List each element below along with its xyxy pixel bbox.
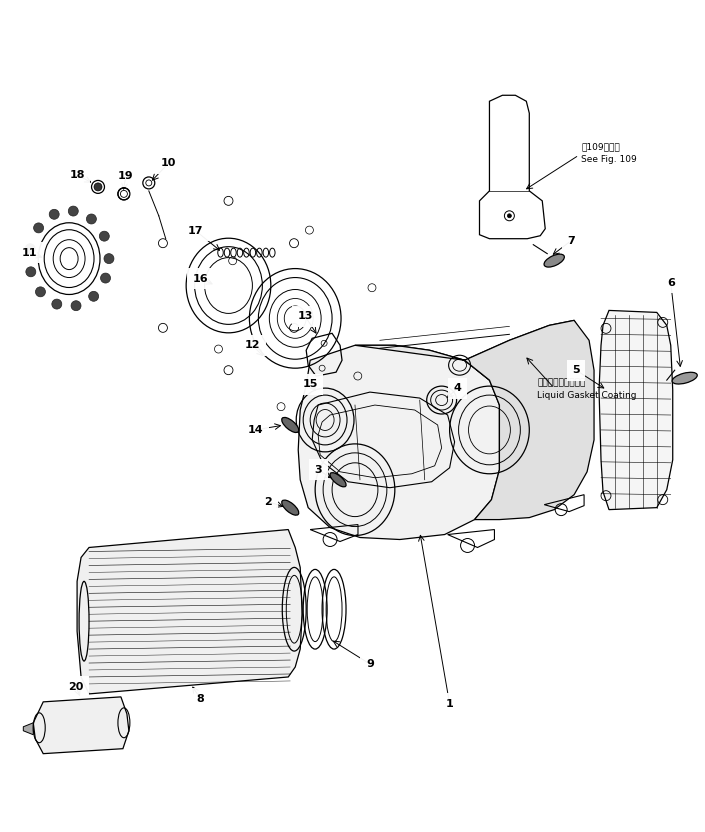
Polygon shape bbox=[77, 529, 302, 694]
Text: 2: 2 bbox=[264, 497, 272, 507]
Text: 14: 14 bbox=[247, 425, 263, 435]
Text: 9: 9 bbox=[366, 659, 374, 669]
Circle shape bbox=[94, 183, 102, 191]
Circle shape bbox=[508, 214, 511, 218]
Text: 10: 10 bbox=[161, 158, 176, 168]
Text: 11: 11 bbox=[22, 248, 37, 258]
Text: 15: 15 bbox=[302, 379, 318, 389]
Circle shape bbox=[101, 273, 111, 283]
Circle shape bbox=[35, 287, 45, 297]
Circle shape bbox=[87, 214, 97, 224]
Text: See Fig. 109: See Fig. 109 bbox=[581, 155, 637, 164]
Text: 第109図参照: 第109図参照 bbox=[581, 142, 620, 151]
Circle shape bbox=[104, 254, 114, 264]
Text: 5: 5 bbox=[572, 365, 580, 375]
Text: 6: 6 bbox=[667, 278, 675, 288]
Text: 20: 20 bbox=[68, 682, 84, 692]
Circle shape bbox=[34, 223, 44, 233]
Text: 1: 1 bbox=[446, 699, 453, 709]
Text: 16: 16 bbox=[192, 274, 209, 284]
Circle shape bbox=[68, 206, 78, 216]
Text: 液状ガスケット塗布: 液状ガスケット塗布 bbox=[537, 378, 586, 387]
Text: 13: 13 bbox=[298, 311, 313, 321]
Text: 8: 8 bbox=[197, 694, 204, 704]
Text: 3: 3 bbox=[314, 465, 322, 475]
Circle shape bbox=[89, 291, 99, 301]
Polygon shape bbox=[23, 723, 33, 735]
Circle shape bbox=[25, 244, 35, 254]
Text: 18: 18 bbox=[69, 170, 85, 180]
Polygon shape bbox=[355, 320, 579, 380]
Text: 17: 17 bbox=[188, 225, 203, 235]
Polygon shape bbox=[33, 697, 129, 754]
Polygon shape bbox=[599, 310, 673, 510]
Ellipse shape bbox=[544, 254, 565, 267]
Circle shape bbox=[71, 300, 81, 310]
Circle shape bbox=[99, 231, 109, 241]
Text: Liquid Gasket Coating: Liquid Gasket Coating bbox=[537, 391, 637, 400]
Ellipse shape bbox=[330, 473, 346, 487]
Ellipse shape bbox=[672, 372, 697, 384]
Text: 7: 7 bbox=[568, 235, 575, 245]
Ellipse shape bbox=[282, 500, 299, 515]
Circle shape bbox=[52, 300, 62, 309]
Ellipse shape bbox=[282, 418, 299, 433]
Circle shape bbox=[26, 267, 36, 277]
Text: 12: 12 bbox=[245, 340, 260, 350]
Polygon shape bbox=[465, 320, 594, 520]
Text: 4: 4 bbox=[453, 383, 462, 393]
Text: 19: 19 bbox=[118, 171, 134, 181]
Circle shape bbox=[49, 210, 59, 220]
Polygon shape bbox=[298, 345, 499, 539]
